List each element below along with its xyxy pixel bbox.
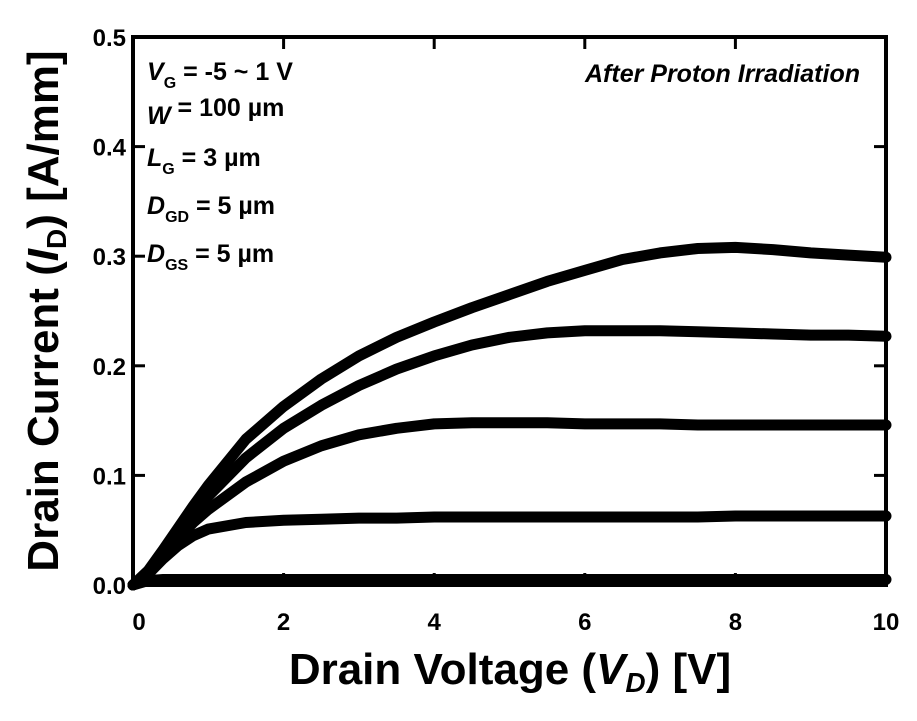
chart-annotation: After Proton Irradiation — [584, 60, 860, 88]
x-tick-label: 2 — [277, 609, 290, 636]
param-line-vg: VG = -5 ~ 1 V — [147, 58, 293, 92]
x-axis-title: Drain Voltage (VD) [V] — [289, 645, 731, 698]
series-line-2 — [127, 325, 892, 591]
series-line-3 — [127, 417, 892, 591]
y-tick-label: 0.5 — [93, 25, 126, 52]
y-tick-label: 0.0 — [93, 573, 126, 600]
series-line-5 — [127, 574, 892, 591]
param-line-dgs: DGS = 5 µm — [147, 240, 274, 274]
x-tick-label: 4 — [428, 609, 442, 636]
y-tick-label: 0.2 — [93, 354, 126, 381]
param-line-dgd: DGD = 5 µm — [147, 192, 275, 226]
x-tick-label: 10 — [873, 609, 900, 636]
ticks-layer: 0 2 4 6 8 10 0.0 0.1 0.2 0.3 0.4 0.5 — [93, 25, 900, 636]
params-block: VG = -5 ~ 1 V W = 100 µm LG = 3 µm DGD =… — [147, 58, 293, 274]
param-line-w: W = 100 µm — [147, 94, 284, 130]
y-tick-label: 0.4 — [93, 135, 127, 162]
x-tick-label: 6 — [578, 609, 591, 636]
param-line-lg: LG = 3 µm — [147, 144, 261, 178]
y-tick-label: 0.1 — [93, 463, 126, 490]
y-axis-title: Drain Current (ID) [A/mm] — [19, 50, 72, 571]
series-layer — [127, 241, 892, 591]
x-tick-label: 0 — [132, 609, 145, 636]
y-tick-label: 0.3 — [93, 244, 126, 271]
x-tick-label: 8 — [729, 609, 742, 636]
series-line-4 — [127, 510, 892, 591]
plot-frame — [131, 35, 888, 587]
